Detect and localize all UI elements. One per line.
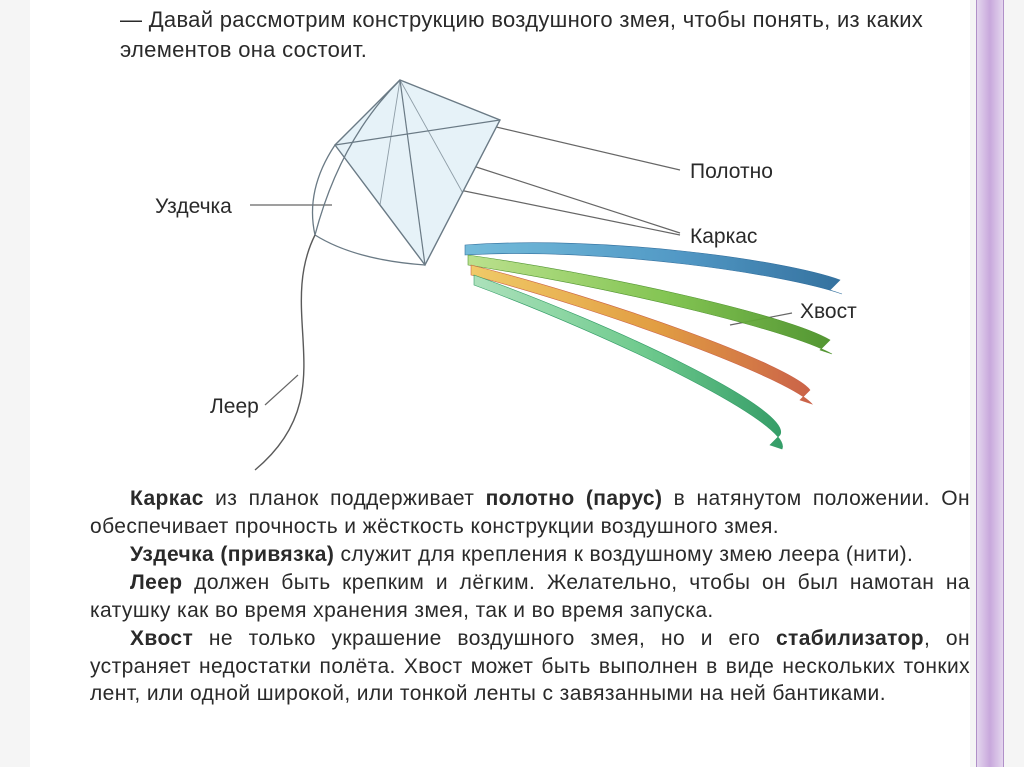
- definitions-block: Каркас из планок поддерживает полотно (п…: [90, 485, 970, 708]
- intro-text: — Давай рассмотрим конструкцию воздушног…: [120, 5, 950, 64]
- textbook-page: — Давай рассмотрим конструкцию воздушног…: [30, 0, 970, 767]
- label-khvost: Хвост: [800, 300, 857, 324]
- def-khvost: Хвост не только украшение воздушного зме…: [90, 625, 970, 709]
- def-uzdechka: Уздечка (привязка) служит для крепления …: [90, 541, 970, 569]
- label-karkas: Каркас: [690, 225, 757, 249]
- def-karkas: Каркас из планок поддерживает полотно (п…: [90, 485, 970, 541]
- label-polotno: Полотно: [690, 160, 773, 184]
- kite-diagram: Полотно Уздечка Каркас Хвост Леер: [80, 65, 950, 475]
- page-side-accent: [976, 0, 1004, 767]
- def-leer: Леер должен быть крепким и лёгким. Желат…: [90, 569, 970, 625]
- label-leer: Леер: [210, 395, 259, 419]
- label-uzdechka: Уздечка: [155, 195, 232, 219]
